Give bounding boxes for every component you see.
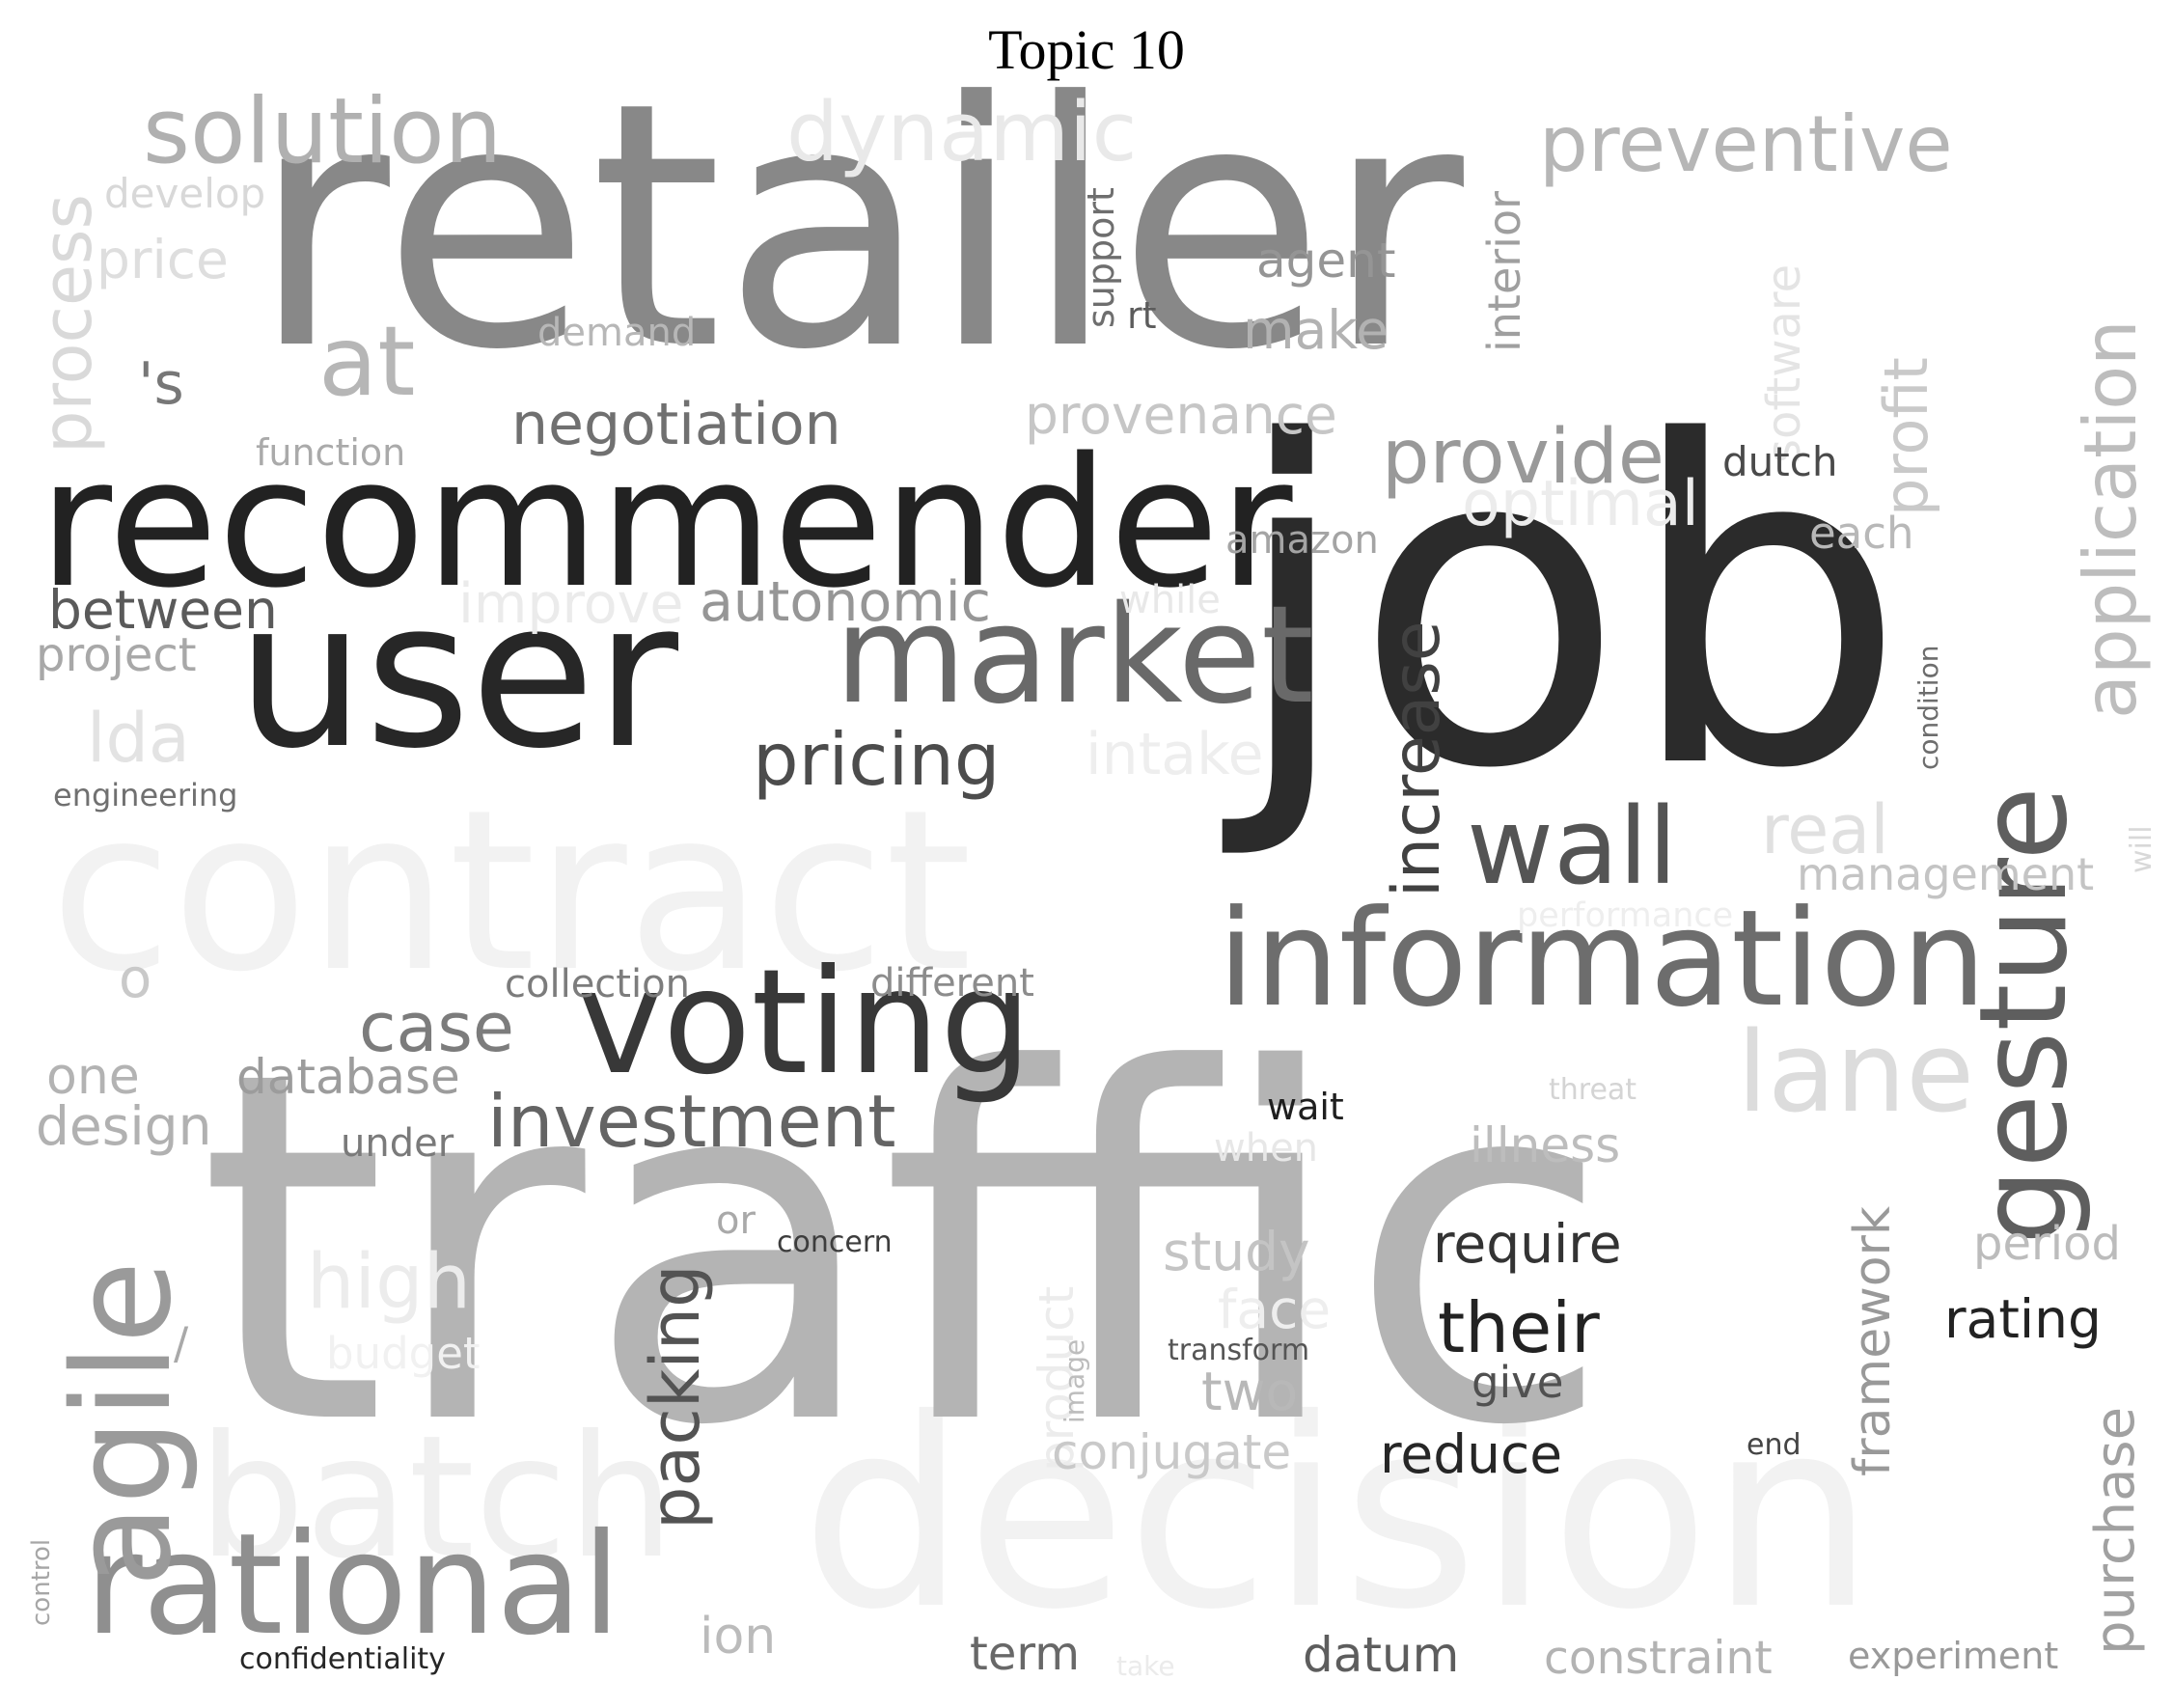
word-collection-57: collection <box>505 962 690 1006</box>
word-take-95: take <box>1116 1650 1175 1682</box>
word-process-21: process <box>28 194 107 454</box>
word-develop-22: develop <box>104 170 266 217</box>
word-study-77: study <box>1163 1221 1310 1282</box>
word-preventive-19: preventive <box>1539 99 1953 189</box>
word-profit-35: profit <box>1871 357 1941 516</box>
word-dutch-37: dutch <box>1722 438 1838 485</box>
word-lane-14: lane <box>1737 1008 1975 1138</box>
word-framework-87: framework <box>1844 1205 1902 1476</box>
word-s-24: 's <box>138 350 184 418</box>
word-performance-55: performance <box>1517 896 1734 935</box>
word-pricing-48: pricing <box>753 717 1001 802</box>
word-conjugate-81: conjugate <box>1052 1424 1292 1480</box>
word-real-52: real <box>1761 790 1889 869</box>
word-management-53: management <box>1797 848 2095 900</box>
word-job-5: job <box>1230 349 1908 866</box>
word-function-26: function <box>256 431 406 474</box>
word-investment-64: investment <box>487 1079 896 1164</box>
word-under-63: under <box>341 1121 454 1166</box>
word-agile-13: agile <box>44 1260 202 1587</box>
word-their-83: their <box>1438 1287 1600 1368</box>
word-term-94: term <box>970 1627 1080 1681</box>
word-rational-12: rational <box>85 1503 621 1667</box>
page-title: Topic 10 <box>988 18 1185 81</box>
word-software-34: software <box>1757 263 1811 463</box>
word-will-54: will <box>2125 825 2159 873</box>
word-information-9: information <box>1218 881 1987 1036</box>
word-database-61: database <box>236 1049 460 1105</box>
word-batch-2: batch <box>198 1400 675 1596</box>
word-traffic-3: traffic <box>198 969 1613 1530</box>
word-two-80: two <box>1201 1361 1299 1422</box>
word-face-78: face <box>1218 1279 1332 1340</box>
word-autonomic-44: autonomic <box>700 570 991 634</box>
word-engineering-50: engineering <box>53 777 238 813</box>
word-between-42: between <box>48 579 278 641</box>
word-budget-73: budget <box>326 1328 481 1379</box>
word-give-84: give <box>1472 1357 1564 1408</box>
word-ion-93: ion <box>700 1608 777 1666</box>
word-recommender-6: recommender <box>39 419 1293 627</box>
word-user-7: user <box>236 557 679 793</box>
word-provide-36: provide <box>1382 414 1664 501</box>
word-wall-15: wall <box>1467 785 1678 908</box>
word-demand-25: demand <box>537 311 697 355</box>
word-lda-47: lda <box>87 699 190 778</box>
word-or-69: or <box>716 1198 756 1243</box>
word-while-45: while <box>1119 578 1221 622</box>
word-support-29: support <box>1080 187 1122 328</box>
word-require-82: require <box>1433 1213 1622 1275</box>
word-at-17: at <box>318 305 416 418</box>
word-optimal-38: optimal <box>1462 468 1699 540</box>
word-confidentiality-92: confidentiality <box>239 1642 446 1676</box>
word-threat-66: threat <box>1549 1073 1637 1107</box>
word-negotiation-27: negotiation <box>511 391 841 458</box>
word-voting-10: voting <box>577 939 1032 1107</box>
word-interior-33: interior <box>1478 190 1530 352</box>
word-experiment-98: experiment <box>1848 1635 2059 1677</box>
word-case-59: case <box>359 988 514 1067</box>
word-project-46: project <box>36 628 197 682</box>
word-concern-70: concern <box>777 1226 893 1259</box>
word-period-88: period <box>1973 1217 2121 1271</box>
word-price-23: price <box>96 229 229 290</box>
word-high-71: high <box>307 1239 472 1326</box>
word-improve-43: improve <box>458 572 684 636</box>
word-design-62: design <box>36 1095 212 1157</box>
word-wait-65: wait <box>1267 1086 1344 1128</box>
word-contract-0: contract <box>50 763 973 1021</box>
word-amazon-40: amazon <box>1225 518 1379 563</box>
word--72: / <box>174 1318 189 1369</box>
word-end-86: end <box>1747 1428 1802 1462</box>
word-solution-16: solution <box>143 79 503 184</box>
word-each-39: each <box>1809 508 1914 559</box>
word-o-56: o <box>119 948 152 1010</box>
word-one-60: one <box>46 1048 140 1106</box>
word-provenance-28: provenance <box>1025 384 1337 446</box>
word-condition-51: condition <box>1912 645 1944 770</box>
word-reduce-85: reduce <box>1380 1423 1563 1485</box>
word-purchase-90: purchase <box>2084 1406 2147 1655</box>
word-datum-96: datum <box>1303 1627 1460 1683</box>
word-rating-89: rating <box>1944 1288 2102 1350</box>
word-transform-79: transform <box>1168 1334 1310 1367</box>
word-packing-74: packing <box>636 1264 715 1529</box>
word-control-91: control <box>27 1538 56 1626</box>
word-increase-41: increase <box>1379 620 1455 897</box>
word-agent-31: agent <box>1256 233 1396 289</box>
word-illness-68: illness <box>1470 1117 1621 1173</box>
word-retailer-4: retailer <box>251 30 1464 424</box>
word-decision-1: decision <box>801 1363 1875 1667</box>
word-dynamic-18: dynamic <box>786 85 1138 180</box>
word-when-67: when <box>1214 1126 1319 1171</box>
word-image-76: image <box>1059 1338 1090 1423</box>
word-make-32: make <box>1243 299 1389 361</box>
word-application-20: application <box>2068 319 2153 719</box>
word-different-58: different <box>870 961 1034 1006</box>
word-constraint-97: constraint <box>1544 1632 1773 1685</box>
word-rt-30: rt <box>1127 294 1157 337</box>
word-market-8: market <box>835 577 1314 734</box>
word-intake-49: intake <box>1086 721 1264 788</box>
